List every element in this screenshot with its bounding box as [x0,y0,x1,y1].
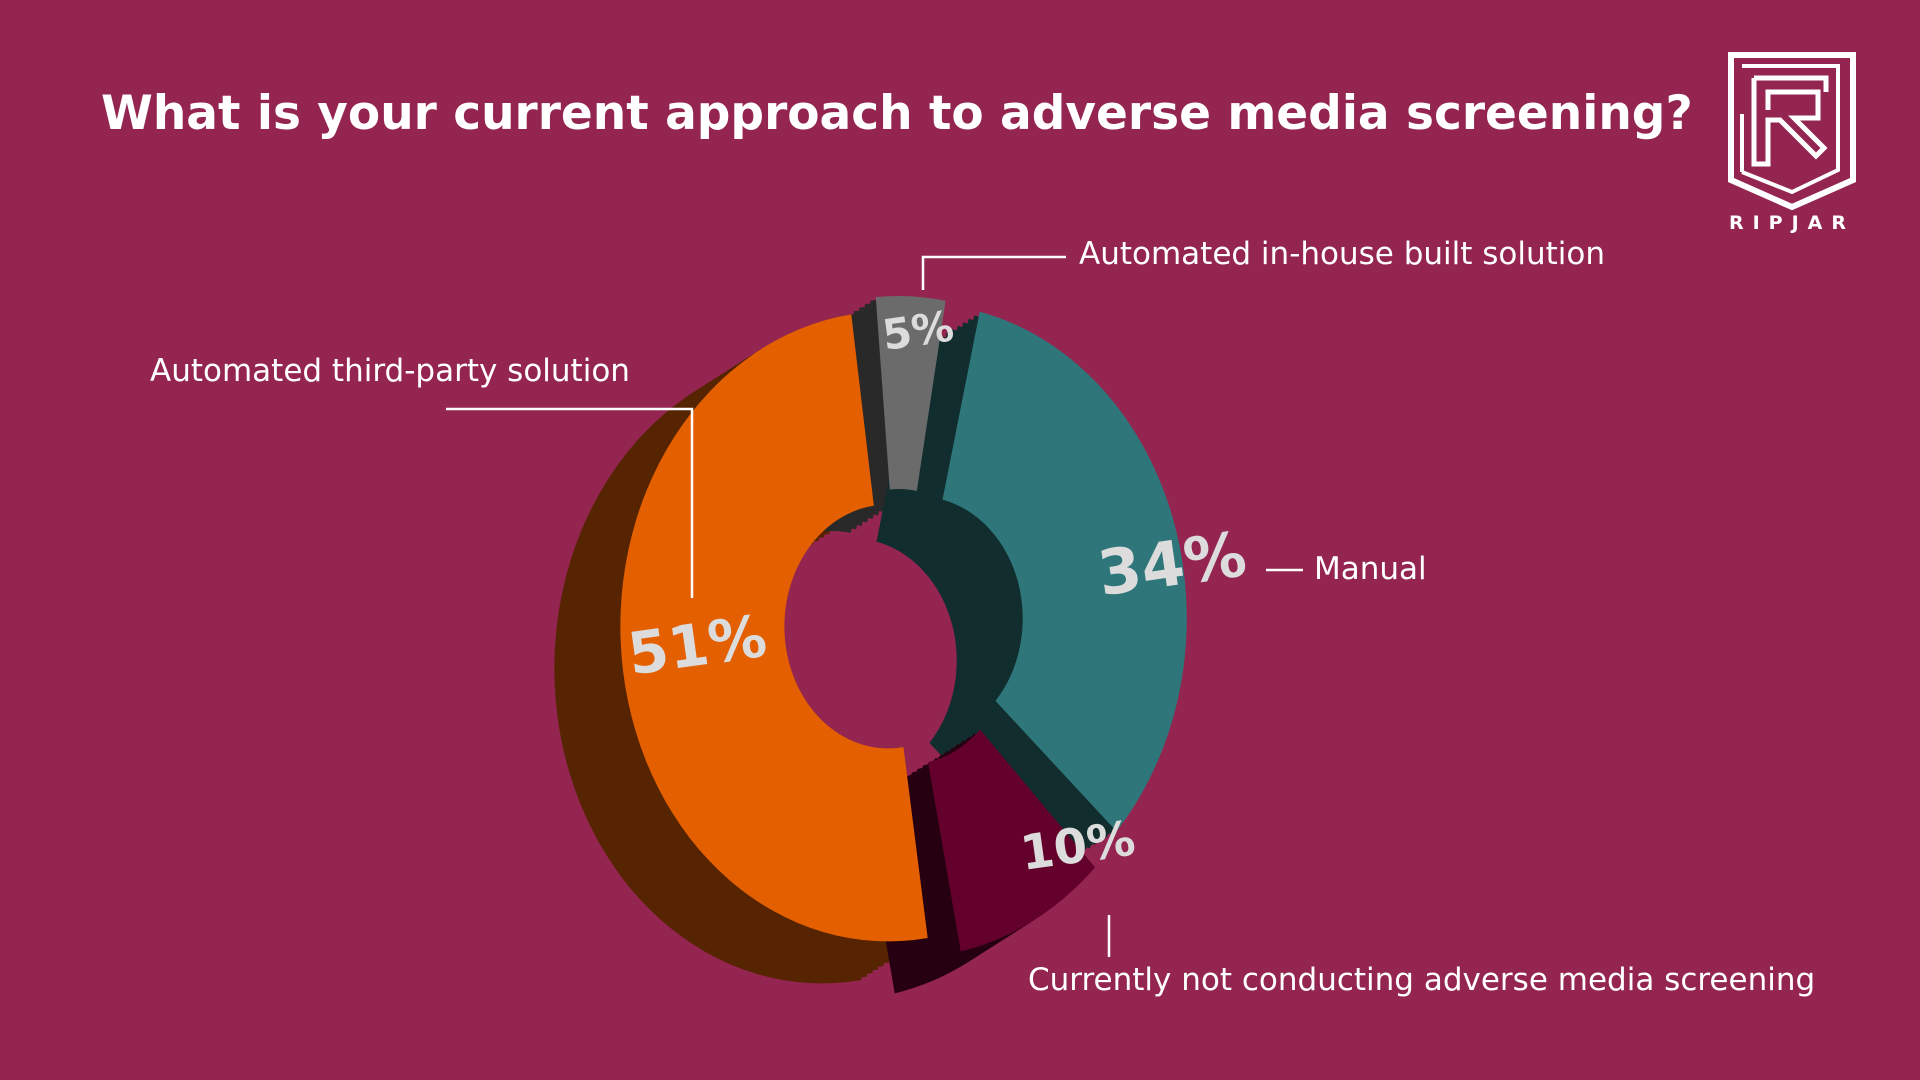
slice-manual [942,311,1187,832]
ripjar-logo-icon [1728,52,1856,211]
label-in-house: Automated in-house built solution [1079,236,1606,272]
slice-automated-in-house-built-solution [875,296,946,491]
label-not-conducting: Currently not conducting adverse media s… [1028,962,1816,998]
data-label: 5% [879,301,956,359]
slice-currently-not-conducting-adverse-media-screening [928,729,1096,952]
label-third-party: Automated third-party solution [150,353,630,389]
label-manual: Manual [1314,551,1427,587]
logo-text: RIPJAR [1728,212,1856,234]
leader-line [921,255,1066,290]
leader-line [446,407,694,598]
slice-automated-third-party-solution [620,314,928,942]
chart-title: What is your current approach to adverse… [101,86,1693,141]
